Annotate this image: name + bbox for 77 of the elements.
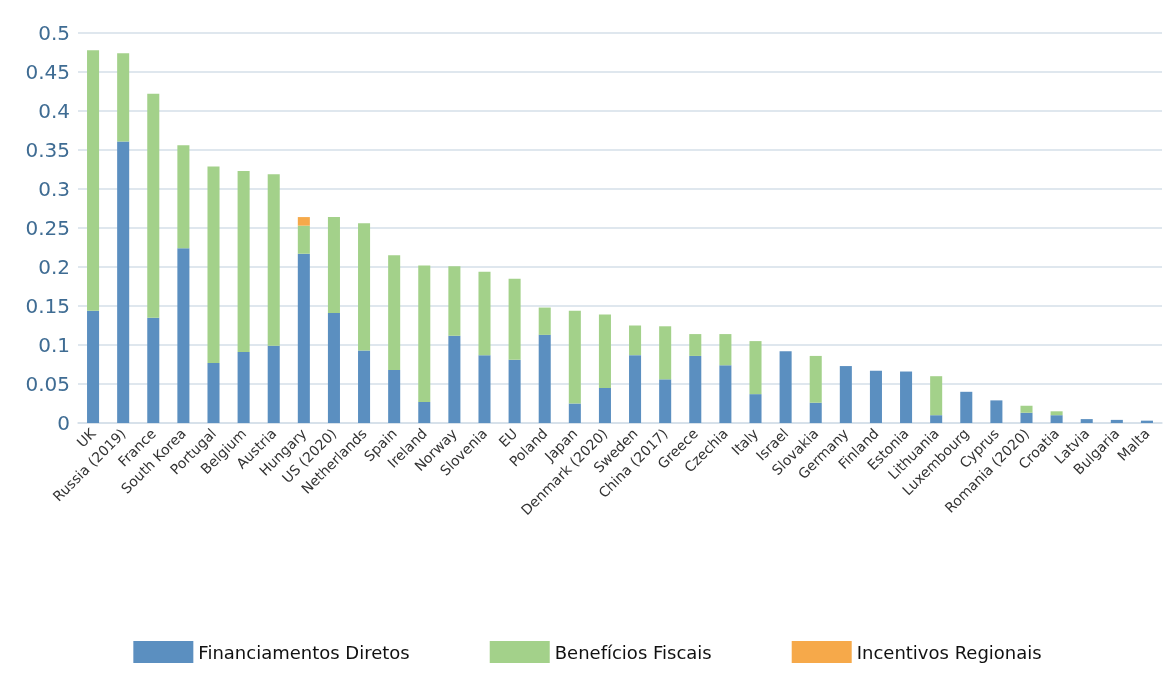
bar xyxy=(177,248,190,423)
bar xyxy=(358,350,371,423)
bar xyxy=(930,376,943,416)
bar xyxy=(87,50,100,311)
bar xyxy=(327,313,340,423)
legend-label: Financiamentos Diretos xyxy=(198,641,410,663)
bar xyxy=(629,325,642,356)
y-tick-label: 0.45 xyxy=(25,60,70,84)
bar xyxy=(1050,415,1063,423)
bar xyxy=(237,171,250,353)
bar xyxy=(629,355,642,423)
bar xyxy=(659,326,672,380)
bar xyxy=(719,334,732,366)
bar xyxy=(478,271,491,356)
bar xyxy=(297,217,310,226)
bar xyxy=(930,415,943,423)
bar xyxy=(538,334,551,423)
y-tick-label: 0 xyxy=(57,411,70,435)
bar xyxy=(809,355,822,403)
bar xyxy=(809,402,822,423)
legend-label: Benefícios Fiscais xyxy=(554,641,712,663)
bar xyxy=(267,345,280,423)
bar xyxy=(237,352,250,423)
y-tick-label: 0.15 xyxy=(25,294,70,318)
bar xyxy=(839,366,852,423)
y-tick-label: 0.1 xyxy=(38,333,70,357)
bar xyxy=(207,362,220,423)
bar xyxy=(1080,419,1093,423)
y-tick-label: 0.25 xyxy=(25,216,70,240)
bar xyxy=(1050,411,1063,416)
bar xyxy=(659,379,672,423)
bar xyxy=(478,355,491,423)
y-tick-label: 0.2 xyxy=(38,255,70,279)
bar xyxy=(598,314,611,388)
bar xyxy=(689,355,702,423)
bar xyxy=(87,310,100,423)
bar xyxy=(598,387,611,423)
bar xyxy=(297,225,310,254)
bar xyxy=(117,141,130,423)
bar xyxy=(388,255,401,370)
bar xyxy=(568,403,581,423)
bar xyxy=(960,391,973,423)
y-tick-label: 0.05 xyxy=(25,372,70,396)
bar xyxy=(779,351,792,423)
bar xyxy=(538,307,551,335)
bar xyxy=(749,341,762,395)
bar xyxy=(297,253,310,423)
bar xyxy=(1110,419,1123,423)
bar xyxy=(568,310,581,404)
legend-label: Incentivos Regionais xyxy=(856,641,1042,663)
bar xyxy=(147,317,160,423)
y-tick-label: 0.5 xyxy=(38,21,70,45)
bar xyxy=(869,370,882,423)
bar xyxy=(1020,412,1033,423)
bar xyxy=(900,371,913,423)
bar xyxy=(508,278,521,360)
bar xyxy=(418,401,431,423)
bar xyxy=(689,334,702,356)
bar xyxy=(388,369,401,423)
bar xyxy=(207,166,220,363)
bar xyxy=(749,394,762,423)
bar xyxy=(117,53,130,142)
bar xyxy=(448,335,461,423)
y-tick-label: 0.35 xyxy=(25,138,70,162)
bar xyxy=(147,93,160,318)
bar xyxy=(358,223,371,351)
bar xyxy=(508,359,521,423)
y-tick-label: 0.3 xyxy=(38,177,70,201)
y-tick-label: 0.4 xyxy=(38,99,70,123)
bar xyxy=(448,266,461,336)
bar xyxy=(719,365,732,423)
bar xyxy=(267,174,280,346)
bar xyxy=(990,400,1003,423)
bar xyxy=(327,217,340,314)
bar xyxy=(1020,405,1033,413)
bar xyxy=(177,145,190,249)
bar xyxy=(418,265,431,402)
